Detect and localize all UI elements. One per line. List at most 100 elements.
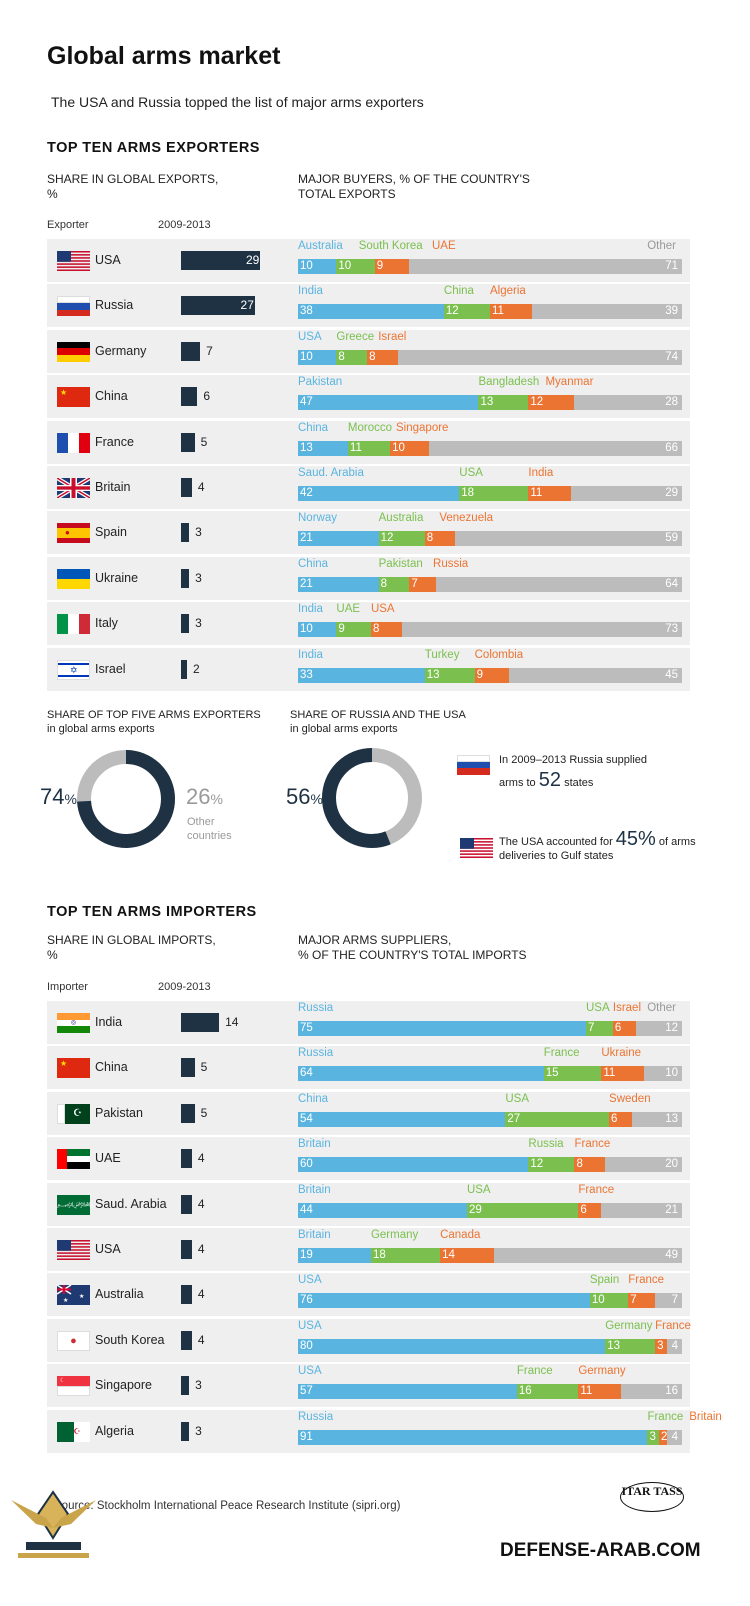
other-segment: 29 <box>571 486 682 501</box>
buyer-segment-value: 64 <box>300 1067 313 1080</box>
table-row: USA 29 Australia South Korea UAE Other 10 10 9 71 <box>47 239 690 282</box>
buyer-segment: 21 <box>298 531 379 547</box>
buyer-label: Russia <box>298 1002 334 1014</box>
buyer-label: Britain <box>298 1183 331 1196</box>
other-segment-value: 74 <box>665 350 678 363</box>
buyer-segment: 11 <box>601 1066 644 1082</box>
country-name: Pakistan <box>95 1105 143 1120</box>
flag-icon <box>57 614 90 635</box>
buyer-segment-value: 6 <box>580 1203 587 1216</box>
table-row: ✡ Israel 2 India Turkey Colombia 33 13 9 45 <box>47 647 690 691</box>
other-segment-value: 20 <box>665 1158 678 1171</box>
other-segment: 28 <box>574 395 682 410</box>
other-label: Other <box>647 240 676 252</box>
stacked-bar: 64 15 11 10 <box>298 1066 682 1082</box>
buyer-segment-value: 8 <box>576 1158 583 1171</box>
stacked-bar: 10 9 8 73 <box>298 622 682 638</box>
buyer-segment-value: 8 <box>338 350 345 363</box>
exports-share-heading: SHARE IN GLOBAL EXPORTS, % <box>47 172 219 201</box>
other-segment: 4 <box>667 1430 682 1445</box>
buyer-segment: 10 <box>589 1293 629 1309</box>
flag-icon: ★ <box>57 387 90 408</box>
flag-icon <box>57 568 90 589</box>
buyer-segment: 13 <box>605 1338 656 1354</box>
flag-icon: ☪ <box>57 1103 90 1124</box>
buyer-segment: 6 <box>578 1202 602 1218</box>
country-name: Australia <box>95 1287 144 1302</box>
arab-defense-forum-logo <box>6 1488 101 1566</box>
russia-flag-icon <box>457 755 490 775</box>
buyer-segment: 33 <box>298 667 425 683</box>
buyer-segment: 2 <box>658 1429 667 1445</box>
buyer-segment: 38 <box>298 304 444 320</box>
buyer-segment: 14 <box>440 1247 494 1263</box>
buyer-label: Greece <box>336 330 375 343</box>
buyer-segment: 8 <box>574 1157 606 1173</box>
share-bar <box>181 659 187 679</box>
exporter-column-label: Exporter <box>47 219 89 231</box>
buyer-label: France <box>655 1319 691 1332</box>
table-row: ☪ Pakistan 5 China USA Sweden 54 27 6 13 <box>47 1091 690 1135</box>
other-segment: 45 <box>509 668 682 683</box>
buyer-segment: 6 <box>609 1111 633 1127</box>
buyer-label: Israel <box>378 330 407 343</box>
buyer-label: Russia <box>528 1138 564 1151</box>
buyer-segment: 57 <box>298 1384 517 1400</box>
buyer-label: Myanmar <box>545 376 594 389</box>
flag-icon <box>57 341 90 362</box>
share-bar <box>181 1285 192 1305</box>
stacked-bar: 21 8 7 64 <box>298 576 682 592</box>
buyer-segment-value: 38 <box>300 305 313 318</box>
other-segment: 73 <box>402 622 682 637</box>
ru-us-value: 56% <box>286 784 323 809</box>
other-countries-label: Other countries <box>187 816 232 842</box>
flag-icon: ﷽ <box>57 1194 103 1215</box>
flag-icon: ◎ <box>57 1013 90 1033</box>
buyer-segment-value: 11 <box>580 1385 593 1398</box>
buyer-label: Australia <box>378 512 424 525</box>
country-name: Israel <box>95 661 126 676</box>
major-suppliers-heading: MAJOR ARMS SUPPLIERS, % OF THE COUNTRY'S… <box>298 933 527 962</box>
share-bar <box>181 1376 190 1396</box>
buyer-label: Singapore <box>396 421 449 434</box>
buyer-label: France <box>578 1183 615 1196</box>
buyer-segment: 76 <box>298 1293 590 1309</box>
buyer-segment-value: 16 <box>518 1385 532 1398</box>
buyer-label: USA <box>586 1002 610 1014</box>
other-segment-value: 73 <box>665 623 678 636</box>
other-segment: 7 <box>655 1293 682 1308</box>
buyer-segment-value: 11 <box>492 305 504 318</box>
buyer-segment: 47 <box>298 395 479 411</box>
buyer-segment-value: 9 <box>476 668 484 681</box>
buyer-segment: 8 <box>367 349 398 365</box>
flag-icon: ★ <box>57 1058 90 1079</box>
buyer-segment: 9 <box>374 259 410 274</box>
buyer-segment: 75 <box>298 1021 586 1036</box>
other-segment-value: 59 <box>665 532 678 545</box>
svg-text:★: ★ <box>79 1293 84 1300</box>
other-segment-value: 45 <box>665 668 678 681</box>
country-name: Britain <box>95 479 131 494</box>
other-segment-value: 10 <box>665 1067 678 1080</box>
importers-section-title: TOP TEN ARMS IMPORTERS <box>47 904 257 920</box>
other-segment: 16 <box>621 1384 682 1399</box>
buyer-segment: 18 <box>370 1247 441 1263</box>
buyer-label: USA <box>505 1092 530 1105</box>
buyer-label: Russia <box>298 1410 334 1423</box>
share-value: 29 <box>246 253 260 267</box>
buyer-segment: 3 <box>655 1338 667 1354</box>
other-segment-value: 7 <box>671 1294 678 1307</box>
buyer-segment-value: 11 <box>603 1067 616 1080</box>
table-row: Britain 4 Saud. Arabia USA India 42 18 11 29 <box>47 465 690 509</box>
share-bar <box>181 1103 195 1123</box>
other-segment-value: 16 <box>665 1385 678 1398</box>
buyer-label: India <box>298 603 323 616</box>
buyer-label: Norway <box>298 512 337 525</box>
ru-us-donut <box>322 748 422 848</box>
table-row: ◎ India 14 Russia USA Israel Other 75 7 6 12 <box>47 1001 690 1044</box>
buyer-label: Germany <box>578 1365 626 1378</box>
buyer-segment-value: 13 <box>607 1339 620 1352</box>
buyer-segment: 13 <box>478 395 529 411</box>
buyer-segment: 7 <box>409 576 437 592</box>
share-value: 6 <box>203 389 211 404</box>
